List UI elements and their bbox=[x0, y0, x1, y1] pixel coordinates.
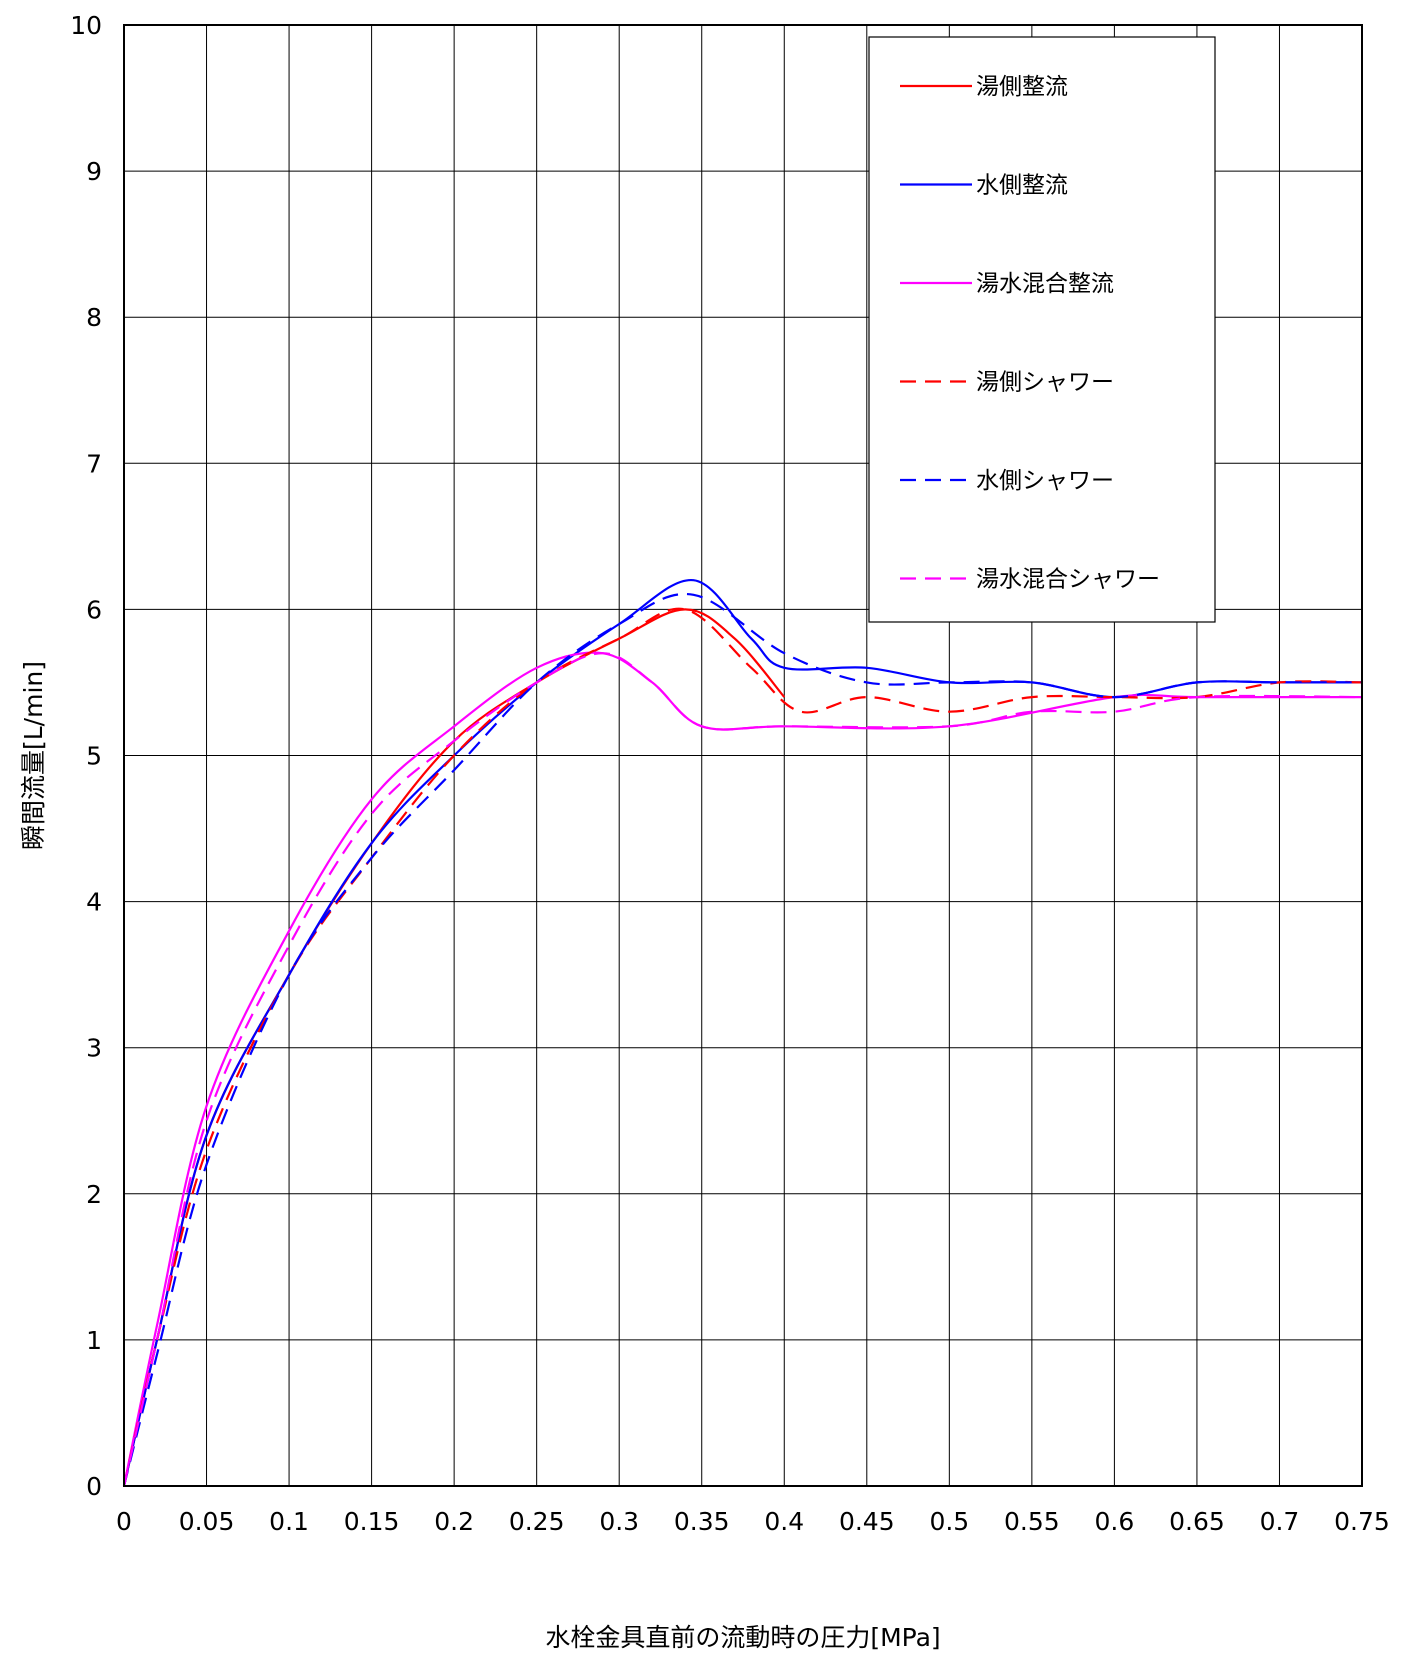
y-tick-label: 1 bbox=[86, 1326, 102, 1355]
y-tick-label: 10 bbox=[70, 11, 102, 40]
x-tick-label: 0.3 bbox=[599, 1507, 639, 1536]
legend-label: 湯側整流 bbox=[976, 74, 1068, 100]
y-tick-label: 8 bbox=[86, 303, 102, 332]
y-tick-label: 5 bbox=[86, 742, 102, 771]
x-tick-label: 0 bbox=[116, 1507, 132, 1536]
y-tick-label: 7 bbox=[86, 449, 102, 478]
x-tick-labels: 0 0.05 0.1 0.15 0.2 0.25 0.3 0.35 0.4 0.45 0.5 0.55… bbox=[116, 1507, 1390, 1536]
y-axis-title: 瞬間流量[L/min] bbox=[19, 661, 48, 850]
series-line-4 bbox=[122, 607, 1363, 1487]
x-tick-label: 0.15 bbox=[344, 1507, 400, 1536]
legend-label: 湯側シャワー bbox=[976, 370, 1114, 396]
legend-label: 水側整流 bbox=[976, 173, 1068, 199]
y-tick-label: 6 bbox=[86, 595, 102, 624]
x-tick-label: 0.55 bbox=[1004, 1507, 1060, 1536]
legend-label: 水側シャワー bbox=[976, 468, 1114, 494]
x-tick-label: 0.35 bbox=[674, 1507, 730, 1536]
legend-label: 湯水混合シャワー bbox=[976, 567, 1160, 593]
x-tick-label: 0.25 bbox=[509, 1507, 565, 1536]
x-axis-title: 水栓金具直前の流動時の圧力[MPa] bbox=[545, 1623, 940, 1652]
x-tick-label: 0.1 bbox=[269, 1507, 309, 1536]
legend-box bbox=[868, 36, 1216, 623]
series-line-3 bbox=[122, 651, 1362, 1487]
x-tick-label: 0.4 bbox=[764, 1507, 804, 1536]
y-tick-label: 4 bbox=[86, 888, 102, 917]
series-line-5 bbox=[122, 592, 1362, 1487]
y-tick-label: 0 bbox=[86, 1472, 102, 1501]
x-tick-label: 0.2 bbox=[434, 1507, 474, 1536]
series-lines bbox=[122, 579, 1363, 1487]
series-line-6 bbox=[122, 652, 1363, 1487]
x-tick-label: 0.7 bbox=[1260, 1507, 1300, 1536]
y-tick-label: 3 bbox=[86, 1034, 102, 1063]
y-tick-label: 2 bbox=[86, 1180, 102, 1209]
x-tick-label: 0.75 bbox=[1334, 1507, 1390, 1536]
plot-area-frame bbox=[123, 24, 1363, 1487]
x-tick-label: 0.5 bbox=[929, 1507, 969, 1536]
y-tick-labels: 0 1 2 3 4 5 6 7 8 9 10 bbox=[70, 11, 102, 1501]
x-tick-label: 0.6 bbox=[1095, 1507, 1135, 1536]
x-tick-label: 0.05 bbox=[179, 1507, 235, 1536]
legend-label: 湯水混合整流 bbox=[976, 271, 1114, 297]
y-tick-label: 9 bbox=[86, 157, 102, 186]
x-tick-label: 0.45 bbox=[839, 1507, 895, 1536]
x-tick-label: 0.65 bbox=[1169, 1507, 1225, 1536]
